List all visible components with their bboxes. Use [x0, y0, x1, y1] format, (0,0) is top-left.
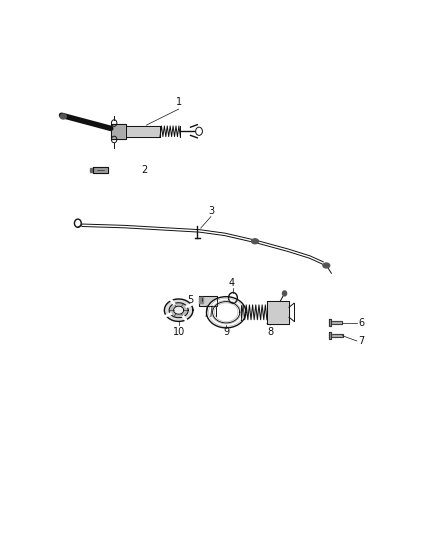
Polygon shape — [93, 167, 108, 173]
Polygon shape — [267, 301, 289, 324]
Polygon shape — [329, 333, 332, 339]
Polygon shape — [199, 297, 203, 303]
Polygon shape — [169, 303, 188, 318]
Polygon shape — [126, 126, 160, 136]
Text: 2: 2 — [141, 165, 148, 175]
Text: 8: 8 — [267, 327, 273, 337]
Text: 10: 10 — [173, 327, 185, 337]
Ellipse shape — [251, 239, 258, 244]
Ellipse shape — [323, 263, 330, 268]
Polygon shape — [199, 296, 217, 306]
Text: 9: 9 — [223, 327, 229, 337]
Text: 4: 4 — [228, 278, 234, 288]
Circle shape — [283, 291, 286, 296]
Polygon shape — [329, 319, 332, 326]
Polygon shape — [173, 306, 184, 314]
Text: 1: 1 — [176, 97, 182, 107]
Text: 6: 6 — [359, 318, 365, 327]
Polygon shape — [332, 334, 343, 337]
Text: 7: 7 — [359, 336, 365, 346]
Ellipse shape — [60, 114, 66, 119]
Polygon shape — [164, 299, 193, 321]
Text: 5: 5 — [187, 295, 194, 305]
Polygon shape — [90, 168, 93, 172]
Polygon shape — [111, 124, 126, 139]
Text: 3: 3 — [208, 206, 214, 216]
Polygon shape — [332, 321, 342, 324]
Polygon shape — [206, 297, 246, 328]
